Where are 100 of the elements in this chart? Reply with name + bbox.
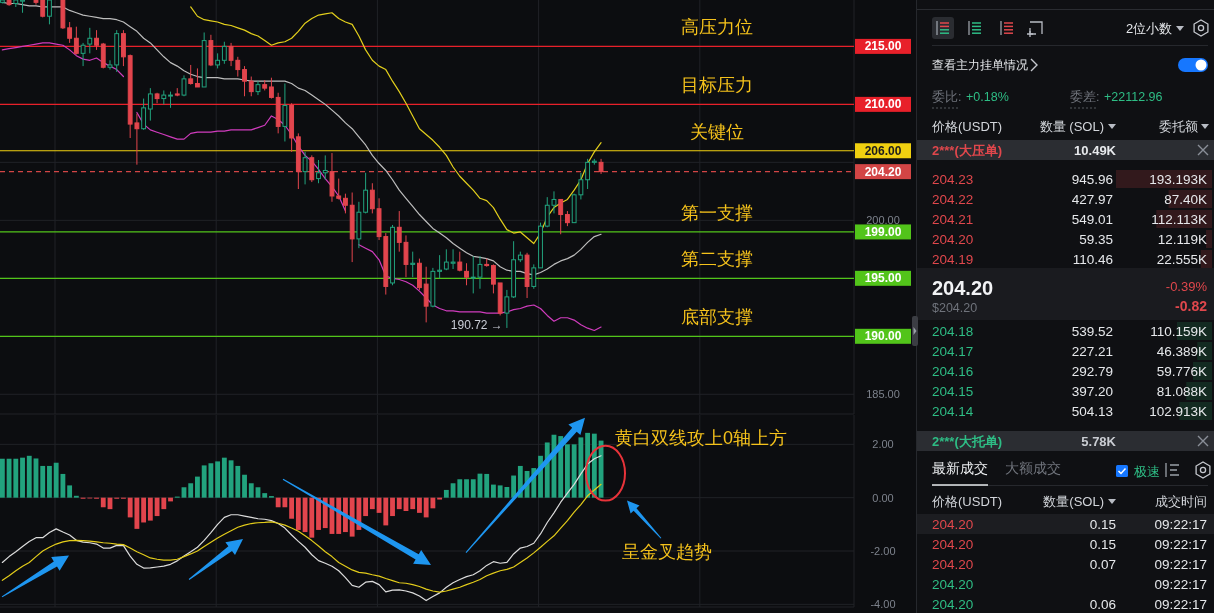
text: 549.01 xyxy=(1071,211,1113,227)
annotation: 高压力位 xyxy=(681,17,753,38)
bar xyxy=(464,479,469,498)
bar xyxy=(188,483,194,498)
text: 2***(大压单) xyxy=(932,142,1003,158)
text: 委比: xyxy=(932,90,962,104)
text: 504.13 xyxy=(1071,403,1113,419)
candlestick xyxy=(195,67,200,88)
candlestick xyxy=(141,98,147,131)
text: 2***(大托单) xyxy=(932,433,1003,449)
bar xyxy=(336,497,342,534)
candlestick xyxy=(188,64,194,86)
candlestick xyxy=(221,41,227,65)
data-label: 81.088K xyxy=(1156,383,1207,399)
ref-line-label: 190.00 xyxy=(864,329,902,344)
ref-line-label: 199.00 xyxy=(864,224,902,239)
candlestick xyxy=(437,254,443,279)
candlestick xyxy=(410,251,416,278)
text: +22112.96 xyxy=(1104,90,1163,104)
annotation: 第二支撑 xyxy=(681,249,753,270)
ref-line-label: 195.00 xyxy=(864,271,902,286)
candlestick xyxy=(147,87,153,122)
candlestick xyxy=(269,77,274,100)
text: 09:22:17 xyxy=(1154,536,1207,552)
bar xyxy=(309,497,315,538)
text: 397.20 xyxy=(1071,383,1113,399)
text: 成交时间 xyxy=(1155,493,1207,509)
text: 委托额 xyxy=(1159,118,1198,134)
annotation: 目标压力 xyxy=(681,75,753,96)
bar xyxy=(161,497,167,510)
text: 查看主力挂单情况 xyxy=(932,58,1028,72)
bar xyxy=(511,475,517,498)
candlestick xyxy=(302,151,308,185)
bar xyxy=(390,497,395,517)
text: 极速 xyxy=(1133,463,1160,479)
line-series xyxy=(1,483,602,593)
candlestick xyxy=(73,26,79,55)
y-tick-label: 2.00 xyxy=(872,438,894,451)
annotation: 第一支撑 xyxy=(681,202,753,223)
bar xyxy=(410,497,416,510)
bar xyxy=(369,497,375,510)
candlestick xyxy=(67,21,73,44)
bar xyxy=(1205,230,1212,248)
y-tick-label: 204.22 xyxy=(932,191,974,207)
data-label: 12.119K xyxy=(1157,231,1207,247)
candlestick xyxy=(558,198,564,235)
bar xyxy=(396,497,402,510)
line-series xyxy=(190,6,602,245)
bar xyxy=(363,497,369,517)
text: 10.49K xyxy=(1074,142,1117,158)
text: 5.78K xyxy=(1081,433,1117,449)
bar xyxy=(26,455,32,498)
bar xyxy=(295,497,301,530)
bar xyxy=(491,484,496,498)
y-tick-label: 204.23 xyxy=(932,171,974,187)
data-label: 46.389K xyxy=(1156,343,1207,359)
candlestick xyxy=(282,83,288,142)
text: 最新成交 xyxy=(932,460,988,476)
candlestick xyxy=(87,27,93,54)
candlestick xyxy=(47,0,52,25)
text: 委差: xyxy=(1070,90,1100,104)
y-tick-label: 200.00 xyxy=(866,214,900,227)
text: 0.06 xyxy=(1089,596,1116,612)
data-label: 59.776K xyxy=(1156,363,1207,379)
text: 227.21 xyxy=(1071,343,1113,359)
text: 427.97 xyxy=(1071,191,1113,207)
text: 09:22:17 xyxy=(1154,596,1207,612)
y-tick-label: 185.00 xyxy=(866,388,900,401)
candlestick xyxy=(585,158,591,190)
bar xyxy=(289,497,295,519)
bar xyxy=(457,479,463,498)
text: 0.07 xyxy=(1089,556,1116,572)
text: 黄白双线攻上0轴上方 xyxy=(615,428,788,448)
candlestick xyxy=(316,159,321,184)
candlestick xyxy=(242,65,247,97)
bar xyxy=(235,465,241,498)
y-tick-label: 204.20 xyxy=(932,231,974,247)
text: 09:22:17 xyxy=(1154,516,1207,532)
candlestick xyxy=(343,193,348,214)
text: $204.20 xyxy=(932,301,978,315)
bar xyxy=(443,489,449,498)
text: 59.35 xyxy=(1079,231,1113,247)
bar xyxy=(484,473,490,498)
bar xyxy=(40,465,46,498)
candlestick xyxy=(121,29,126,67)
candlestick xyxy=(309,154,315,183)
y-tick-label: -4.00 xyxy=(870,598,896,611)
text: +0.18% xyxy=(966,90,1009,104)
text: 大额成交 xyxy=(1005,460,1061,476)
bar xyxy=(248,483,254,498)
candlestick xyxy=(248,76,254,97)
candlestick xyxy=(531,263,537,290)
bar xyxy=(417,497,422,513)
bar xyxy=(100,497,106,508)
bar xyxy=(565,444,570,498)
text: 数量 (SOL) xyxy=(1039,118,1104,134)
ref-line-label: 206.00 xyxy=(864,143,902,158)
bar xyxy=(262,493,268,498)
bar xyxy=(147,497,153,521)
line-series xyxy=(1,455,602,602)
